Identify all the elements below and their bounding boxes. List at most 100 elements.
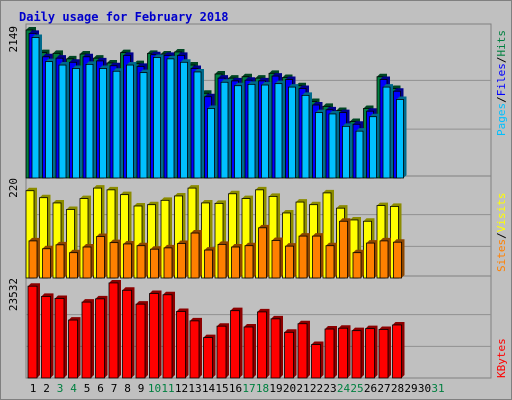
bar-pages-day-15 <box>220 79 231 179</box>
bar-sites-day-9 <box>136 242 148 279</box>
legend-kbytes: KBytes <box>495 338 508 378</box>
bar-kbytes-day-8 <box>122 287 135 379</box>
x-tick-label: 28 <box>391 382 404 395</box>
bar-kbytes-day-28 <box>392 321 405 379</box>
bar-sites-day-18 <box>258 224 270 279</box>
bar-pages-day-28 <box>396 96 407 179</box>
x-tick-label: 30 <box>418 382 431 395</box>
x-tick-label: 18 <box>256 382 269 395</box>
bar-pages-day-26 <box>369 113 380 179</box>
bar-pages-day-14 <box>207 105 218 179</box>
bar-pages-day-20 <box>288 84 299 179</box>
bar-sites-day-10 <box>150 246 162 279</box>
bar-pages-day-10 <box>153 54 164 179</box>
bar-pages-day-23 <box>328 110 339 179</box>
legend-hits: Pages/Files/Hits <box>495 30 508 136</box>
bar-kbytes-day-17 <box>243 324 256 379</box>
x-tick-label: 11 <box>161 382 174 395</box>
x-tick-label: 12 <box>175 382 188 395</box>
bar-pages-day-27 <box>382 84 393 179</box>
bar-kbytes-day-18 <box>257 308 270 379</box>
bar-kbytes-day-2 <box>41 293 54 379</box>
bar-kbytes-day-3 <box>54 295 67 379</box>
bar-sites-day-15 <box>217 241 229 279</box>
x-tick-label: 7 <box>111 382 118 395</box>
bar-kbytes-day-11 <box>162 291 175 379</box>
bar-sites-day-8 <box>123 240 135 279</box>
bar-sites-day-25 <box>352 249 364 279</box>
bar-kbytes-day-4 <box>68 317 81 379</box>
x-tick-label: 13 <box>188 382 201 395</box>
bar-sites-day-22 <box>312 233 324 279</box>
bar-pages-day-13 <box>193 68 204 179</box>
bar-pages-day-1 <box>31 34 42 179</box>
x-tick-label: 1 <box>30 382 37 395</box>
bar-pages-day-11 <box>166 55 177 179</box>
bar-kbytes-day-13 <box>189 317 202 379</box>
x-tick-label: 5 <box>84 382 91 395</box>
bar-pages-day-22 <box>315 109 326 179</box>
bar-pages-day-24 <box>342 123 353 179</box>
panel-max-label: 220 <box>7 178 20 198</box>
bar-pages-day-6 <box>99 65 110 179</box>
x-tick-label: 15 <box>215 382 228 395</box>
bar-kbytes-day-20 <box>284 329 297 379</box>
bar-pages-day-21 <box>301 92 312 179</box>
bar-sites-day-11 <box>163 244 175 279</box>
bar-pages-day-7 <box>112 68 123 179</box>
bar-sites-day-2 <box>42 245 54 279</box>
bar-sites-day-26 <box>366 240 378 279</box>
bar-kbytes-day-26 <box>365 325 378 379</box>
x-tick-label: 29 <box>404 382 417 395</box>
bar-kbytes-day-1 <box>27 283 40 379</box>
bar-kbytes-day-7 <box>108 279 121 379</box>
bar-kbytes-day-16 <box>230 307 243 379</box>
x-tick-label: 19 <box>269 382 282 395</box>
bar-kbytes-day-14 <box>203 334 216 379</box>
bar-sites-day-16 <box>231 244 243 279</box>
bar-sites-day-23 <box>325 242 337 279</box>
bar-sites-day-27 <box>379 237 391 279</box>
bar-sites-day-14 <box>204 247 216 279</box>
bar-pages-day-8 <box>126 62 137 179</box>
x-tick-label: 22 <box>310 382 323 395</box>
bar-sites-day-13 <box>190 230 202 279</box>
bar-kbytes-day-22 <box>311 341 324 379</box>
bar-sites-day-28 <box>393 239 405 279</box>
bar-pages-day-19 <box>274 80 285 179</box>
bar-sites-day-5 <box>82 244 94 279</box>
x-tick-label: 25 <box>350 382 363 395</box>
legend-visits: Sites/Visits <box>495 193 508 273</box>
panel-max-label: 23532 <box>7 278 20 311</box>
x-tick-label: 26 <box>364 382 377 395</box>
bar-kbytes-day-19 <box>270 315 283 379</box>
bar-kbytes-day-27 <box>378 326 391 379</box>
bar-sites-day-20 <box>285 243 297 279</box>
bar-pages-day-12 <box>180 59 191 179</box>
bar-sites-day-17 <box>244 242 256 279</box>
bar-pages-day-18 <box>261 82 272 179</box>
bar-kbytes-day-12 <box>176 308 189 379</box>
bar-sites-day-24 <box>339 218 351 279</box>
bar-pages-day-5 <box>85 61 96 179</box>
bar-sites-day-12 <box>177 240 189 279</box>
bar-sites-day-7 <box>109 239 121 279</box>
x-tick-label: 23 <box>323 382 336 395</box>
bar-sites-day-6 <box>96 233 108 279</box>
bar-kbytes-day-25 <box>351 327 364 379</box>
bar-sites-day-3 <box>55 241 67 279</box>
bar-kbytes-day-9 <box>135 301 148 379</box>
x-tick-label: 14 <box>202 382 216 395</box>
bar-kbytes-day-24 <box>338 325 351 379</box>
bar-pages-day-9 <box>139 69 150 179</box>
x-tick-label: 6 <box>97 382 104 395</box>
x-tick-label: 31 <box>431 382 444 395</box>
bar-pages-day-17 <box>247 81 258 179</box>
bar-sites-day-1 <box>28 237 40 279</box>
x-tick-label: 27 <box>377 382 390 395</box>
chart-title: Daily usage for February 2018 <box>19 10 229 24</box>
bar-pages-day-25 <box>355 128 366 179</box>
x-tick-label: 2 <box>43 382 50 395</box>
x-tick-label: 20 <box>283 382 296 395</box>
